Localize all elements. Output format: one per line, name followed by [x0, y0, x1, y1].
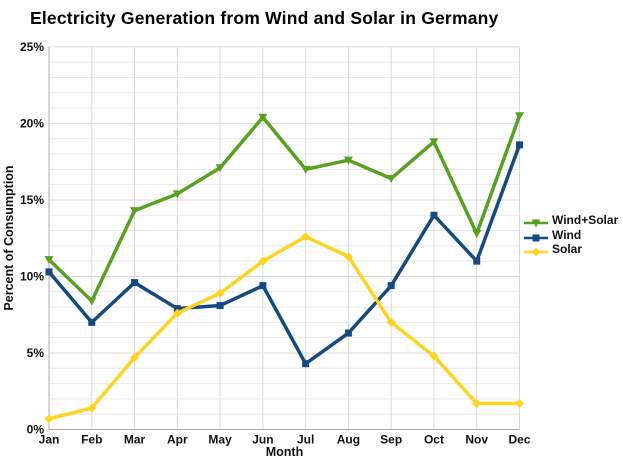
legend-label-wind-solar: Wind+Solar [552, 213, 619, 228]
data-point-marker [429, 351, 439, 361]
data-point-marker [87, 297, 97, 306]
wind-legend-marker-icon [524, 230, 548, 242]
legend-label-wind: Wind [552, 227, 582, 242]
data-point-marker [301, 165, 311, 174]
series-line-solar [48, 234, 520, 421]
data-point-marker [215, 288, 225, 298]
data-point-marker [172, 308, 182, 318]
data-point-marker [258, 256, 268, 266]
data-point-marker [343, 156, 353, 165]
solar-legend-marker-icon [524, 244, 548, 257]
data-point-marker [516, 141, 523, 149]
data-point-marker [386, 175, 396, 184]
x-tick-label: Sep [380, 433, 402, 447]
x-tick-label: Jan [39, 433, 60, 447]
data-point-marker [172, 190, 182, 199]
legend-label-solar: Solar [552, 242, 583, 257]
y-axis-title: Percent of Consumption [2, 165, 16, 311]
data-point-marker [430, 211, 438, 219]
x-tick-label: Mar [124, 433, 146, 447]
data-point-marker [472, 398, 482, 408]
legend-item-wind-solar: Wind+Solar [524, 213, 618, 228]
data-point-marker [429, 138, 439, 147]
data-point-marker [515, 112, 524, 121]
data-point-marker [44, 256, 54, 265]
data-point-marker [473, 257, 481, 265]
wind-solar-legend-marker-icon [524, 215, 548, 228]
y-tick-label: 5% [27, 346, 45, 360]
data-point-marker [258, 113, 268, 122]
x-tick-label: Jun [252, 433, 273, 447]
data-point-marker [343, 252, 353, 262]
data-point-marker [259, 282, 267, 290]
series-line-wind [47, 144, 522, 367]
legend-swatch-svg [524, 247, 548, 257]
data-point-marker [87, 403, 97, 413]
data-point-marker [387, 282, 395, 290]
data-point-marker [216, 302, 224, 310]
chart-title: Electricity Generation from Wind and Sol… [30, 8, 499, 28]
data-point-marker [386, 317, 396, 327]
data-point-marker [88, 318, 96, 326]
series-line-wind-solar [47, 114, 522, 304]
data-point-marker [472, 230, 482, 239]
legend: Wind+Solar Wind Solar [524, 213, 618, 257]
data-point-marker [531, 219, 541, 228]
data-point-marker [531, 247, 541, 257]
x-tick-label: May [208, 433, 232, 447]
data-point-marker [515, 398, 524, 408]
x-tick-label: Feb [81, 433, 102, 447]
x-axis-title: Month [265, 445, 304, 459]
y-tick-label: 15% [20, 193, 44, 207]
legend-swatch-svg [524, 219, 548, 228]
data-point-marker [344, 329, 352, 337]
legend-item-wind: Wind [524, 228, 618, 243]
y-tick-label: 25% [20, 40, 44, 54]
x-tick-label: Apr [167, 433, 188, 447]
data-point-marker [45, 268, 53, 276]
legend-swatch-svg [524, 234, 548, 242]
x-tick-label: Jul [297, 433, 314, 447]
x-tick-label: Aug [337, 433, 360, 447]
data-point-marker [130, 353, 140, 363]
data-point-marker [131, 279, 139, 287]
data-point-marker [215, 164, 225, 173]
data-point-marker [130, 207, 140, 216]
x-tick-label: Oct [424, 433, 444, 447]
data-point-marker [302, 360, 310, 368]
x-tick-label: Nov [465, 433, 488, 447]
x-tick-label: Dec [508, 433, 530, 447]
legend-item-solar: Solar [524, 242, 618, 257]
y-tick-label: 10% [20, 269, 44, 283]
y-tick-label: 0% [27, 423, 45, 437]
data-point-marker [301, 232, 311, 242]
data-point-marker [532, 234, 540, 242]
data-point-marker [44, 414, 54, 424]
data-point-marker [173, 305, 181, 313]
y-tick-label: 20% [20, 116, 44, 130]
